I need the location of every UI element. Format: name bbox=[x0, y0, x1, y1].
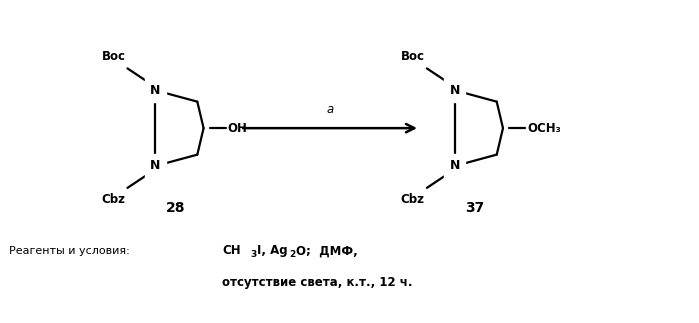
Text: N: N bbox=[150, 160, 161, 172]
Text: a: a bbox=[326, 103, 333, 116]
Text: Boc: Boc bbox=[401, 50, 425, 63]
Text: Реагенты и условия:: Реагенты и условия: bbox=[8, 245, 129, 255]
Text: O;  ДМФ,: O; ДМФ, bbox=[296, 244, 357, 257]
Text: CH: CH bbox=[222, 244, 241, 257]
Text: 3: 3 bbox=[250, 250, 257, 259]
Text: OH: OH bbox=[228, 122, 247, 135]
Text: N: N bbox=[449, 84, 460, 97]
Text: Cbz: Cbz bbox=[401, 193, 425, 206]
Text: N: N bbox=[449, 160, 460, 172]
Text: OCH₃: OCH₃ bbox=[527, 122, 561, 135]
Text: отсутствие света, к.т., 12 ч.: отсутствие света, к.т., 12 ч. bbox=[222, 276, 412, 289]
Text: 37: 37 bbox=[465, 201, 484, 215]
Text: Boc: Boc bbox=[101, 50, 125, 63]
Text: Cbz: Cbz bbox=[101, 193, 125, 206]
Text: I, Ag: I, Ag bbox=[257, 244, 287, 257]
Text: 2: 2 bbox=[289, 250, 296, 259]
Text: N: N bbox=[150, 84, 161, 97]
Text: 28: 28 bbox=[166, 201, 185, 215]
